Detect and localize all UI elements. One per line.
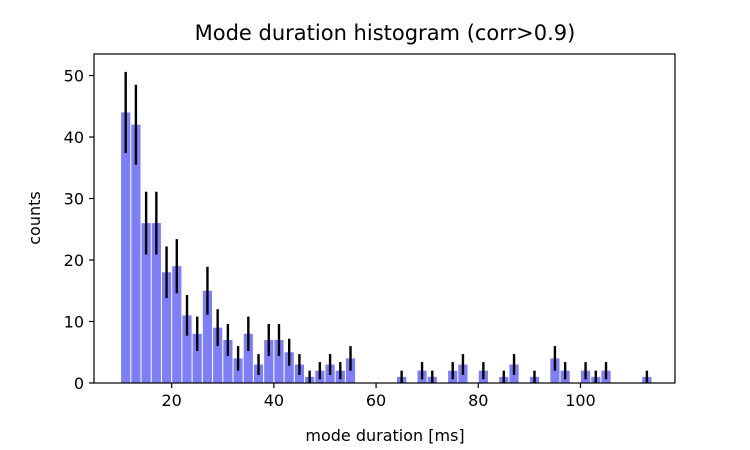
y-tick-label: 40 — [64, 128, 84, 147]
histogram-bar — [131, 124, 141, 383]
x-tick-label: 100 — [565, 391, 596, 410]
x-axis-ticks: 20 40 60 80 100 — [161, 383, 596, 410]
bars-group — [121, 112, 652, 383]
histogram-bar — [141, 223, 151, 383]
x-tick-label: 60 — [366, 391, 386, 410]
x-tick-label: 80 — [468, 391, 488, 410]
histogram-bar — [213, 327, 223, 383]
error-bars-group — [124, 71, 649, 383]
histogram-bar — [223, 339, 233, 383]
y-axis-ticks: 0 10 20 30 40 50 — [64, 67, 94, 393]
chart-title: Mode duration histogram (corr>0.9) — [195, 21, 576, 45]
histogram-bar — [284, 352, 294, 383]
histogram-bar — [151, 223, 161, 383]
y-tick-label: 50 — [64, 67, 84, 86]
histogram-bar — [121, 112, 131, 383]
histogram-bar — [243, 333, 253, 383]
histogram-bar — [161, 272, 172, 383]
histogram-bar — [172, 266, 182, 383]
histogram-bar — [182, 315, 192, 383]
x-tick-label: 40 — [264, 391, 284, 410]
histogram-bar — [202, 290, 213, 383]
histogram-bar — [274, 339, 284, 383]
y-axis-label: counts — [25, 191, 44, 244]
y-tick-label: 0 — [74, 374, 84, 393]
x-tick-label: 20 — [161, 391, 181, 410]
histogram-bar — [192, 333, 202, 383]
y-tick-label: 30 — [64, 190, 84, 209]
x-axis-label: mode duration [ms] — [305, 426, 464, 445]
y-tick-label: 20 — [64, 251, 84, 270]
plot-frame — [93, 53, 676, 384]
histogram-bar — [264, 339, 274, 383]
y-tick-label: 10 — [64, 313, 84, 332]
